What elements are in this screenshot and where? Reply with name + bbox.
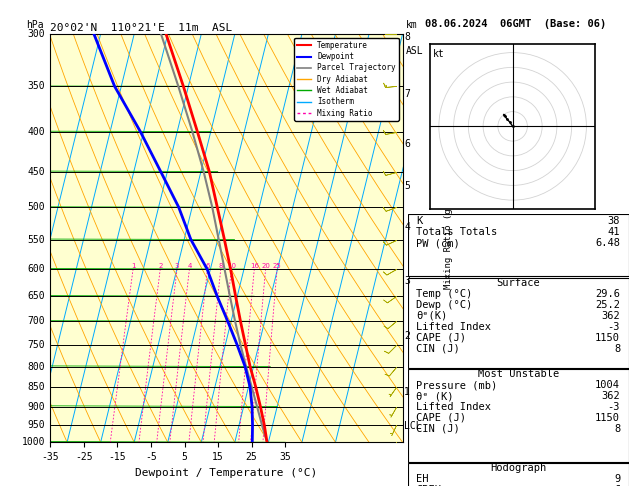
Text: 6: 6 [404,139,410,149]
Text: Mixing Ratio (g/kg): Mixing Ratio (g/kg) [444,187,453,289]
Text: 9: 9 [614,474,620,484]
Text: PW (cm): PW (cm) [416,238,460,248]
Text: 400: 400 [28,126,45,137]
Text: -3: -3 [608,322,620,332]
Text: 1004: 1004 [595,381,620,390]
Text: 6: 6 [205,263,209,269]
Text: 20: 20 [261,263,270,269]
Text: 850: 850 [28,382,45,392]
Text: km: km [406,20,418,30]
Text: 16: 16 [250,263,259,269]
Text: EH: EH [416,474,429,484]
Text: Most Unstable: Most Unstable [477,369,559,380]
Text: 8: 8 [614,344,620,353]
Text: 350: 350 [28,81,45,91]
Text: 2: 2 [158,263,162,269]
Text: θᵉ (K): θᵉ (K) [416,391,454,401]
Text: Dewp (°C): Dewp (°C) [416,300,473,310]
Text: Pressure (mb): Pressure (mb) [416,381,498,390]
Text: 362: 362 [601,391,620,401]
Text: 08.06.2024  06GMT  (Base: 06): 08.06.2024 06GMT (Base: 06) [425,19,606,29]
Text: K: K [416,216,423,226]
Text: 4: 4 [404,222,410,232]
Text: CAPE (J): CAPE (J) [416,333,467,343]
Text: 1: 1 [404,387,410,397]
Text: 3: 3 [404,276,410,286]
Text: Totals Totals: Totals Totals [416,227,498,237]
Text: LCL: LCL [404,421,422,431]
Text: 6.48: 6.48 [595,238,620,248]
Text: θᵉ(K): θᵉ(K) [416,311,448,321]
Text: 950: 950 [28,420,45,430]
Text: 650: 650 [28,291,45,301]
Text: 2: 2 [404,330,410,341]
Text: SREH: SREH [416,485,442,486]
Text: 20°02'N  110°21'E  11m  ASL: 20°02'N 110°21'E 11m ASL [50,23,233,33]
Legend: Temperature, Dewpoint, Parcel Trajectory, Dry Adiabat, Wet Adiabat, Isotherm, Mi: Temperature, Dewpoint, Parcel Trajectory… [294,38,399,121]
Text: 29.6: 29.6 [595,289,620,299]
Bar [408,214,629,277]
Text: 450: 450 [28,167,45,176]
Text: 500: 500 [28,202,45,212]
Text: Hodograph: Hodograph [490,463,547,473]
Text: 1150: 1150 [595,413,620,423]
Bar [408,369,629,462]
Text: 3: 3 [175,263,179,269]
Text: ASL: ASL [406,46,424,56]
Text: 25: 25 [273,263,281,269]
Text: 25.2: 25.2 [595,300,620,310]
Text: 38: 38 [608,216,620,226]
Text: 700: 700 [28,316,45,326]
Bar [408,463,629,486]
Text: 600: 600 [28,264,45,274]
Text: 300: 300 [28,29,45,39]
X-axis label: Dewpoint / Temperature (°C): Dewpoint / Temperature (°C) [135,468,318,478]
Text: 10: 10 [227,263,236,269]
Text: 800: 800 [28,362,45,372]
Text: 1150: 1150 [595,333,620,343]
Text: 4: 4 [187,263,192,269]
Text: CIN (J): CIN (J) [416,424,460,434]
Text: CIN (J): CIN (J) [416,344,460,353]
Text: 7: 7 [404,89,410,99]
Text: 1: 1 [131,263,135,269]
Text: 750: 750 [28,340,45,350]
Text: 8: 8 [404,33,410,42]
Text: 6: 6 [614,485,620,486]
Text: Surface: Surface [496,278,540,288]
Text: kt: kt [433,49,445,59]
Text: 8: 8 [614,424,620,434]
Text: -3: -3 [608,402,620,412]
Text: hPa: hPa [26,20,43,30]
Text: Lifted Index: Lifted Index [416,322,491,332]
Bar [408,278,629,367]
Text: CAPE (J): CAPE (J) [416,413,467,423]
Text: 41: 41 [608,227,620,237]
Text: 900: 900 [28,401,45,412]
Text: 8: 8 [218,263,223,269]
Text: 550: 550 [28,235,45,244]
Text: Lifted Index: Lifted Index [416,402,491,412]
Text: 1000: 1000 [21,437,45,447]
Text: 362: 362 [601,311,620,321]
Text: 5: 5 [404,181,410,191]
Text: Temp (°C): Temp (°C) [416,289,473,299]
